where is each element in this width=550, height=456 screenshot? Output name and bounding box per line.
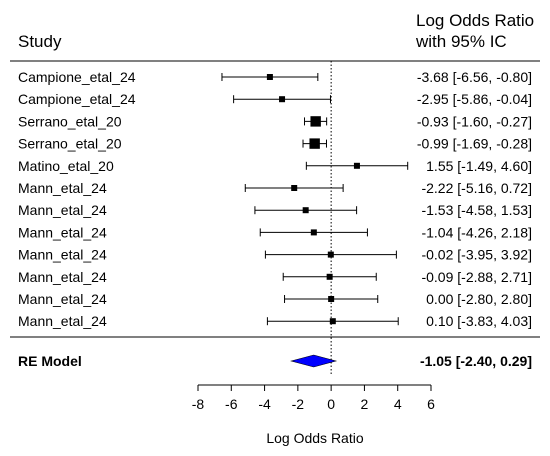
point-estimate (326, 273, 333, 280)
estimate-text: -0.93 [-1.60, -0.27] (417, 113, 532, 129)
study-label: Mann_etal_24 (18, 291, 107, 307)
study-row: Mann_etal_24 -0.02 [-3.95, 3.92] (18, 247, 532, 263)
point-estimate (327, 251, 334, 258)
x-tick-label: 6 (427, 396, 435, 412)
point-estimate (328, 296, 335, 302)
x-tick-label: -8 (192, 396, 205, 412)
study-label: Matino_etal_20 (18, 158, 114, 174)
header-study: Study (18, 32, 62, 51)
study-label: Mann_etal_24 (18, 180, 107, 196)
point-estimate (310, 229, 317, 236)
header-estimate-line1: Log Odds Ratio (416, 11, 534, 30)
study-row: Matino_etal_20 1.55 [-1.49, 4.60] (18, 158, 532, 174)
point-estimate (302, 207, 309, 214)
estimate-text: -0.99 [-1.69, -0.28] (417, 136, 532, 152)
estimate-text: -2.22 [-5.16, 0.72] (421, 180, 532, 196)
study-label: Mann_etal_24 (18, 202, 107, 218)
header-estimate-line2: with 95% IC (415, 32, 507, 51)
study-label: Mann_etal_24 (18, 224, 107, 240)
estimate-text: -3.68 [-6.56, -0.80] (417, 69, 532, 85)
summary-diamond (290, 354, 338, 368)
study-row: Campione_etal_24 -3.68 [-6.56, -0.80] (18, 69, 532, 85)
x-axis: -8 -6 -4 -2 0 2 4 6 (192, 384, 435, 412)
estimate-text: 1.55 [-1.49, 4.60] (426, 158, 532, 174)
x-tick-label: 4 (394, 396, 402, 412)
study-label: Mann_etal_24 (18, 269, 107, 285)
study-row: Mann_etal_24 -1.53 [-4.58, 1.53] (18, 202, 532, 218)
study-row: Mann_etal_24 0.10 [-3.83, 4.03] (18, 313, 532, 329)
point-estimate (291, 185, 298, 191)
summary-label: RE Model (18, 353, 82, 369)
study-label: Mann_etal_24 (18, 247, 107, 263)
x-tick-label: 2 (361, 396, 369, 412)
study-row: Campione_etal_24 -2.95 [-5.86, -0.04] (18, 91, 532, 107)
estimate-text: -1.04 [-4.26, 2.18] (421, 224, 532, 240)
estimate-text: -0.02 [-3.95, 3.92] (421, 247, 532, 263)
study-label: Campione_etal_24 (18, 69, 136, 85)
x-tick-label: -2 (292, 396, 305, 412)
study-row: Mann_etal_24 -1.04 [-4.26, 2.18] (18, 224, 532, 240)
estimate-text: -0.09 [-2.88, 2.71] (421, 269, 532, 285)
estimate-text: -2.95 [-5.86, -0.04] (417, 91, 532, 107)
point-estimate (309, 138, 320, 149)
study-row: Mann_etal_24 -0.09 [-2.88, 2.71] (18, 269, 532, 285)
estimate-text: 0.10 [-3.83, 4.03] (426, 313, 532, 329)
study-row: Mann_etal_24 -2.22 [-5.16, 0.72] (18, 180, 532, 196)
estimate-text: 0.00 [-2.80, 2.80] (426, 291, 532, 307)
x-tick-label: -6 (225, 396, 238, 412)
point-estimate (353, 162, 360, 169)
point-estimate (329, 318, 336, 325)
study-label: Serrano_etal_20 (18, 136, 122, 152)
x-axis-title: Log Odds Ratio (266, 430, 363, 446)
study-label: Mann_etal_24 (18, 313, 107, 329)
x-tick-label: -4 (258, 396, 271, 412)
study-row: Serrano_etal_20 -0.93 [-1.60, -0.27] (18, 113, 532, 129)
point-estimate (266, 74, 273, 80)
study-row: Serrano_etal_20 -0.99 [-1.69, -0.28] (18, 136, 532, 152)
point-estimate (310, 116, 321, 127)
study-rows: Campione_etal_24 -3.68 [-6.56, -0.80]Camp… (18, 61, 532, 375)
study-row: Mann_etal_24 0.00 [-2.80, 2.80] (18, 291, 532, 307)
estimate-text: -1.53 [-4.58, 1.53] (421, 202, 532, 218)
study-label: Serrano_etal_20 (18, 113, 122, 129)
x-tick-label: 0 (327, 396, 335, 412)
point-estimate (279, 96, 286, 103)
study-label: Campione_etal_24 (18, 91, 136, 107)
summary-row: RE Model -1.05 [-2.40, 0.29] (18, 353, 532, 369)
summary-estimate-text: -1.05 [-2.40, 0.29] (420, 353, 532, 369)
